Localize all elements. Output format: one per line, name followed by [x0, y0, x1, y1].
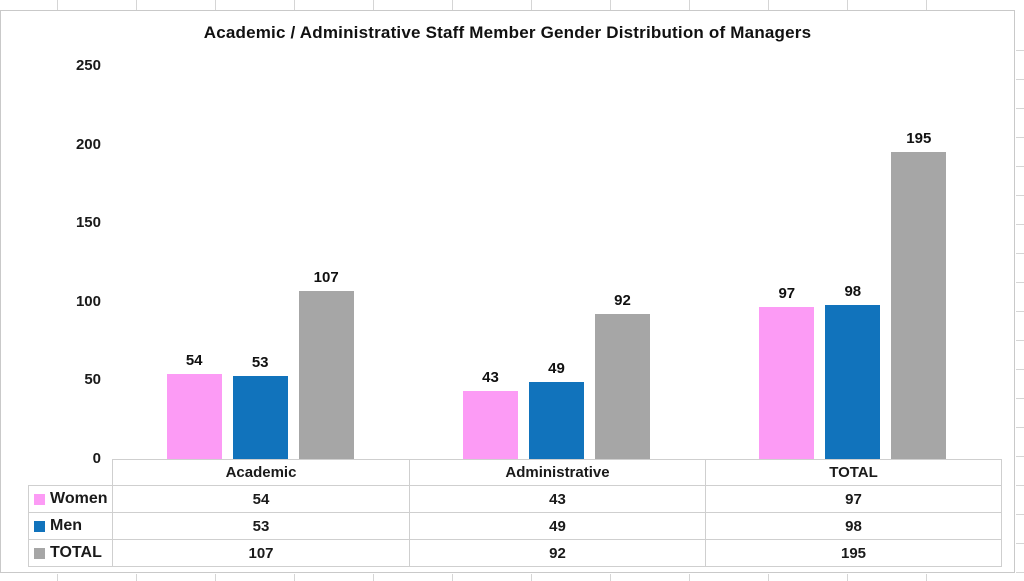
data-table: Academic Administrative TOTAL Women 54 43 97 Me…	[28, 459, 1002, 567]
data-label: 92	[614, 292, 631, 310]
table-row-women: Women 54 43 97	[28, 485, 1002, 513]
table-value-cell: 54	[112, 485, 410, 513]
legend-label: Women	[50, 490, 108, 507]
table-value-cell: 49	[409, 512, 706, 540]
table-header-row: Academic Administrative TOTAL	[29, 459, 1002, 486]
table-row-men: Men 53 49 98	[28, 512, 1002, 540]
bar-total-administrative[interactable]: 92	[594, 292, 650, 459]
data-label: 54	[185, 352, 203, 370]
legend-cell-women: Women	[28, 485, 113, 513]
table-value-cell: 97	[705, 485, 1002, 513]
plot-area: 54 53 107 43 49 92 97 98 195	[112, 66, 1001, 459]
worksheet-gridlines-right	[1016, 10, 1024, 574]
data-table-wrap: Academic Administrative TOTAL Women 54 43 97 Me…	[28, 459, 1002, 567]
y-tick-label: 100	[75, 292, 101, 310]
worksheet-gridlines-bottom	[0, 574, 1024, 581]
legend-cell-men: Men	[28, 512, 113, 540]
data-label: 195	[906, 130, 932, 148]
bar-women-academic[interactable]: 54	[166, 352, 222, 459]
bar-group-administrative: 43 49 92	[408, 66, 704, 459]
bar-men-academic[interactable]: 53	[232, 354, 288, 459]
category-header: Academic	[112, 459, 410, 486]
legend-cell-total: TOTAL	[28, 539, 113, 567]
legend-label: Men	[50, 517, 82, 534]
bar-men-total[interactable]: 98	[825, 283, 881, 459]
bar-group-total: 97 98 195	[705, 66, 1001, 459]
legend-swatch-icon	[34, 520, 45, 532]
y-tick-label: 250	[75, 57, 101, 74]
bar-total-academic[interactable]: 107	[298, 269, 354, 459]
legend-swatch-icon	[34, 493, 45, 505]
table-value-cell: 107	[112, 539, 410, 567]
data-label: 43	[482, 369, 499, 387]
bar-group-academic: 54 53 107	[112, 66, 408, 459]
worksheet-gridlines-top	[0, 0, 1024, 10]
y-axis: 0 50 100 150 200 250	[1, 11, 101, 572]
legend-swatch-icon	[34, 547, 45, 559]
table-value-cell: 98	[705, 512, 1002, 540]
y-tick-label: 150	[75, 214, 101, 232]
data-label: 98	[844, 282, 862, 300]
category-header: TOTAL	[705, 459, 1002, 486]
bar-men-administrative[interactable]: 49	[528, 360, 584, 459]
y-tick-label: 0	[92, 450, 101, 467]
data-label: 53	[251, 353, 269, 371]
table-value-cell: 195	[705, 539, 1002, 567]
table-value-cell: 53	[112, 512, 410, 540]
bar-women-total[interactable]: 97	[759, 285, 815, 459]
data-label: 97	[778, 284, 796, 302]
legend-label: TOTAL	[50, 544, 102, 561]
category-header: Administrative	[409, 459, 706, 486]
table-value-cell: 92	[409, 539, 706, 567]
y-tick-label: 50	[84, 371, 101, 389]
table-corner-empty	[29, 460, 113, 486]
data-label: 107	[313, 268, 339, 286]
y-tick-label: 200	[75, 135, 101, 153]
data-label: 49	[548, 359, 565, 377]
bar-total-total[interactable]: 195	[891, 130, 947, 459]
table-row-total: TOTAL 107 92 195	[28, 539, 1002, 567]
chart-title: Academic / Administrative Staff Member G…	[203, 23, 812, 42]
bar-women-administrative[interactable]: 43	[462, 369, 518, 459]
chart-object[interactable]: Academic / Administrative Staff Member G…	[0, 10, 1015, 573]
table-value-cell: 43	[409, 485, 706, 513]
